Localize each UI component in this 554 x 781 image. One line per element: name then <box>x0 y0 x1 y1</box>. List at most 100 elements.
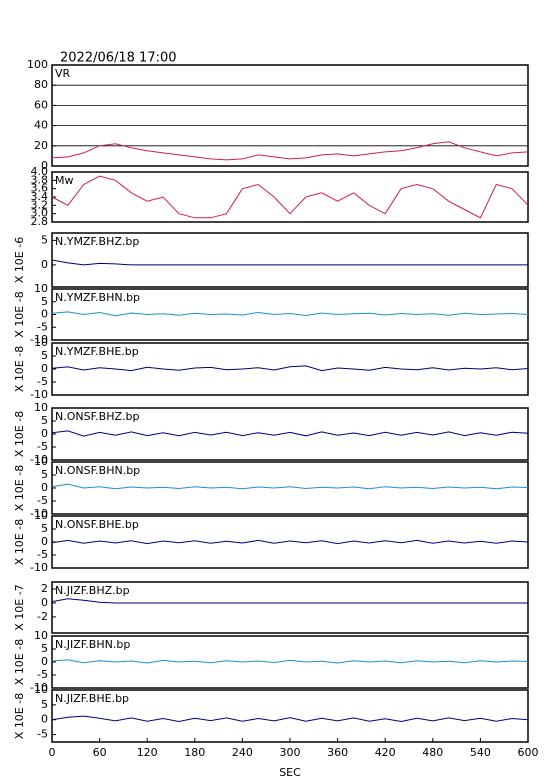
series-line <box>51 259 528 266</box>
y-tick-label: 3.8 <box>31 173 49 186</box>
y-axis-label: X 10E -7 <box>13 584 26 630</box>
y-tick-label: -5 <box>37 668 48 681</box>
panel-label: N.ONSF.BHN.bp <box>55 464 140 477</box>
x-tick-label: 420 <box>375 746 396 759</box>
series-line <box>51 483 529 490</box>
panel-frame <box>51 581 529 634</box>
x-tick-label: 300 <box>280 746 301 759</box>
x-axis-label: SEC <box>279 766 301 779</box>
y-tick-label: -5 <box>37 375 48 388</box>
y-tick-label: 5 <box>41 698 48 711</box>
x-tick-label: 540 <box>470 746 491 759</box>
series-line <box>51 715 529 723</box>
y-tick-label: 2 <box>41 582 48 595</box>
y-tick-label: 3.4 <box>31 190 49 203</box>
y-tick-label: 10 <box>34 336 48 349</box>
series-line <box>51 598 528 604</box>
panel-label: N.ONSF.BHE.bp <box>55 518 139 531</box>
y-tick-label: -5 <box>37 728 48 741</box>
y-tick-label: 10 <box>34 683 48 696</box>
y-tick-label: -5 <box>37 494 48 507</box>
y-tick-label: 10 <box>34 509 48 522</box>
y-tick-label: 60 <box>34 98 48 111</box>
x-tick-label: 180 <box>184 746 205 759</box>
y-tick-label: 5 <box>41 414 48 427</box>
y-tick-label: 10 <box>34 401 48 414</box>
y-tick-label: -10 <box>30 561 48 574</box>
x-tick-label: 120 <box>137 746 158 759</box>
series-line <box>51 430 529 437</box>
panel-label: N.YMZF.BHN.bp <box>55 291 140 304</box>
x-tick-label: 60 <box>93 746 107 759</box>
y-axis-label: X 10E -8 <box>13 465 26 511</box>
y-tick-label: 5 <box>41 642 48 655</box>
y-tick-label: 0 <box>41 427 48 440</box>
y-tick-label: -10 <box>30 453 48 466</box>
panel-frame <box>51 64 529 167</box>
panel-frame <box>51 171 529 223</box>
y-axis-label: X 10E -8 <box>13 346 26 392</box>
y-tick-label: 40 <box>34 119 48 132</box>
y-tick-label: 3.2 <box>31 198 49 211</box>
y-tick-label: 20 <box>34 139 48 152</box>
panel-label: N.YMZF.BHE.bp <box>55 345 139 358</box>
y-tick-label: 5 <box>41 468 48 481</box>
y-tick-label: -10 <box>30 507 48 520</box>
y-tick-label: -2 <box>37 610 48 623</box>
series-line <box>51 311 529 317</box>
y-tick-label: 0 <box>41 713 48 726</box>
y-tick-label: -5 <box>37 440 48 453</box>
x-tick-label: 600 <box>518 746 539 759</box>
y-tick-label: 10 <box>34 455 48 468</box>
y-tick-label: 10 <box>34 282 48 295</box>
y-axis-label: X 10E -8 <box>13 519 26 565</box>
y-tick-label: 0 <box>41 159 48 172</box>
y-tick-label: -5 <box>37 548 48 561</box>
y-axis-label: X 10E -8 <box>13 411 26 457</box>
panel-label: N.ONSF.BHZ.bp <box>55 410 139 423</box>
chart-title: 2022/06/18 17:00 <box>60 51 177 66</box>
y-axis-label: X 10E -8 <box>13 693 26 739</box>
y-tick-label: 80 <box>34 78 48 91</box>
series-line <box>51 141 529 161</box>
y-axis-label: X 10E -8 <box>13 639 26 685</box>
series-line <box>51 365 529 372</box>
y-tick-label: -10 <box>30 681 48 694</box>
y-tick-label: 3.0 <box>31 207 49 220</box>
y-tick-label: -10 <box>30 333 48 346</box>
panel-label: N.JIZF.BHN.bp <box>55 638 130 651</box>
series-line <box>51 539 529 545</box>
y-tick-label: -10 <box>30 388 48 401</box>
series-line <box>51 175 529 219</box>
x-tick-label: 360 <box>327 746 348 759</box>
y-tick-label: 3.6 <box>31 182 49 195</box>
panel-label: N.JIZF.BHE.bp <box>55 692 129 705</box>
panel-label: VR <box>55 67 71 80</box>
y-tick-label: 0 <box>41 535 48 548</box>
y-axis-label: X 10E -6 <box>13 237 26 283</box>
y-tick-label: 2.8 <box>31 215 49 228</box>
y-tick-label: -5 <box>37 320 48 333</box>
y-tick-label: 0 <box>41 258 48 271</box>
y-tick-label: 0 <box>41 481 48 494</box>
y-tick-label: 0 <box>41 655 48 668</box>
y-tick-label: 4.0 <box>31 165 49 178</box>
y-tick-label: 5 <box>41 522 48 535</box>
y-tick-label: 5 <box>41 349 48 362</box>
x-tick-label: 240 <box>232 746 253 759</box>
panel-label: N.YMZF.BHZ.bp <box>55 235 139 248</box>
x-tick-label: 0 <box>49 746 56 759</box>
panel-label: Mw <box>55 174 74 187</box>
y-tick-label: 0 <box>41 308 48 321</box>
y-tick-label: 10 <box>34 629 48 642</box>
y-tick-label: 0 <box>41 596 48 609</box>
x-tick-label: 480 <box>422 746 443 759</box>
y-axis-label: X 10E -8 <box>13 291 26 337</box>
y-tick-label: 100 <box>27 58 48 71</box>
panel-label: N.JIZF.BHZ.bp <box>55 584 130 597</box>
y-tick-label: 0 <box>41 362 48 375</box>
y-tick-label: 5 <box>41 233 48 246</box>
y-tick-label: 5 <box>41 295 48 308</box>
